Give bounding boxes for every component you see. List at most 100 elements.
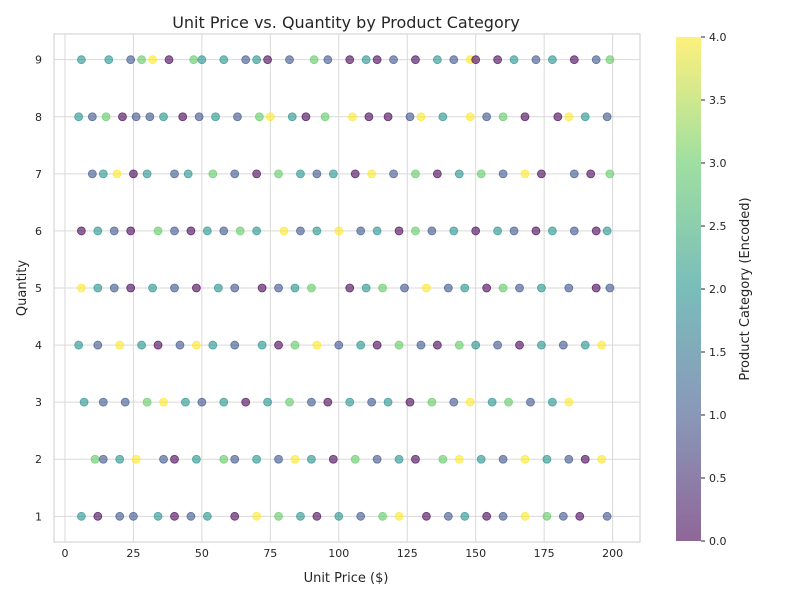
data-point <box>252 511 262 521</box>
data-point <box>296 511 305 521</box>
data-point <box>219 55 229 65</box>
data-point <box>219 454 229 464</box>
data-point <box>493 226 503 236</box>
data-point <box>120 397 130 407</box>
data-point <box>553 112 563 122</box>
y-tick-label: 8 <box>35 111 42 124</box>
data-point <box>101 112 111 122</box>
data-point <box>252 226 262 236</box>
data-point <box>416 112 426 122</box>
data-point <box>372 226 382 236</box>
data-point <box>547 397 557 407</box>
data-point <box>411 55 420 65</box>
data-point <box>301 112 311 122</box>
data-point <box>547 55 557 65</box>
data-point <box>159 112 168 122</box>
data-point <box>98 454 108 464</box>
data-point <box>175 340 185 350</box>
data-point <box>137 55 147 65</box>
data-point <box>356 340 366 350</box>
data-point <box>569 169 579 179</box>
data-point <box>252 55 262 65</box>
data-point <box>202 511 212 521</box>
data-point <box>422 511 431 521</box>
data-point <box>87 112 97 122</box>
data-point <box>241 397 251 407</box>
data-point <box>296 226 305 236</box>
data-point <box>98 397 108 407</box>
data-point <box>531 55 541 65</box>
data-point <box>350 454 360 464</box>
data-point <box>309 55 319 65</box>
data-point <box>263 397 272 407</box>
data-point <box>230 511 240 521</box>
data-point <box>438 112 448 122</box>
x-tick-label: 50 <box>195 547 209 560</box>
y-tick-label: 4 <box>35 339 42 352</box>
data-point <box>515 340 524 350</box>
data-point <box>449 226 459 236</box>
data-point <box>76 55 86 65</box>
data-point <box>252 169 262 179</box>
data-point <box>389 169 398 179</box>
data-point <box>432 55 442 65</box>
data-point <box>274 169 283 179</box>
colorbar-tick-label: 2.5 <box>709 220 727 233</box>
data-point <box>334 226 344 236</box>
data-point <box>76 226 86 236</box>
y-tick-label: 9 <box>35 54 42 67</box>
data-point <box>202 226 212 236</box>
data-point <box>361 283 371 293</box>
data-point <box>290 454 300 464</box>
data-point <box>394 340 404 350</box>
data-point <box>580 112 590 122</box>
x-tick-label: 125 <box>397 547 418 560</box>
data-point <box>493 55 503 65</box>
x-tick-label: 75 <box>263 547 277 560</box>
data-point <box>90 454 100 464</box>
data-point <box>181 397 190 407</box>
data-point <box>378 511 387 521</box>
data-point <box>153 226 163 236</box>
data-point <box>109 283 119 293</box>
data-point <box>482 283 492 293</box>
data-point <box>383 397 393 407</box>
data-point <box>287 112 297 122</box>
data-point <box>449 55 459 65</box>
data-point <box>460 283 470 293</box>
x-tick-label: 175 <box>534 547 555 560</box>
data-point <box>274 283 283 293</box>
colorbar-label: Product Category (Encoded) <box>738 197 753 380</box>
data-point <box>378 283 387 293</box>
data-point <box>93 511 103 521</box>
data-point <box>279 226 289 236</box>
data-point <box>320 112 330 122</box>
y-tick-label: 1 <box>35 510 42 523</box>
colorbar-ticks: 0.0 0.5 1.0 1.5 2.0 2.5 3.0 3.5 4.0 <box>701 31 727 548</box>
data-point <box>197 397 207 407</box>
data-point <box>254 112 264 122</box>
data-point <box>476 454 486 464</box>
data-point <box>257 340 267 350</box>
data-point <box>186 511 196 521</box>
data-point <box>191 454 201 464</box>
y-tick-label: 3 <box>35 396 42 409</box>
y-axis-ticks: 1 2 3 4 5 6 7 8 9 <box>35 54 42 524</box>
data-point <box>498 169 508 179</box>
data-point <box>312 169 322 179</box>
data-point <box>498 283 508 293</box>
data-point <box>170 226 179 236</box>
data-point <box>605 169 615 179</box>
data-point <box>597 340 607 350</box>
data-point <box>183 169 193 179</box>
data-point <box>189 55 199 65</box>
colorbar-tick-label: 0.5 <box>709 472 727 485</box>
data-point <box>361 55 371 65</box>
data-point <box>498 112 508 122</box>
data-point <box>405 397 415 407</box>
data-point <box>356 226 366 236</box>
data-point <box>367 169 377 179</box>
data-point <box>126 283 136 293</box>
data-point <box>170 283 179 293</box>
data-point <box>307 397 316 407</box>
